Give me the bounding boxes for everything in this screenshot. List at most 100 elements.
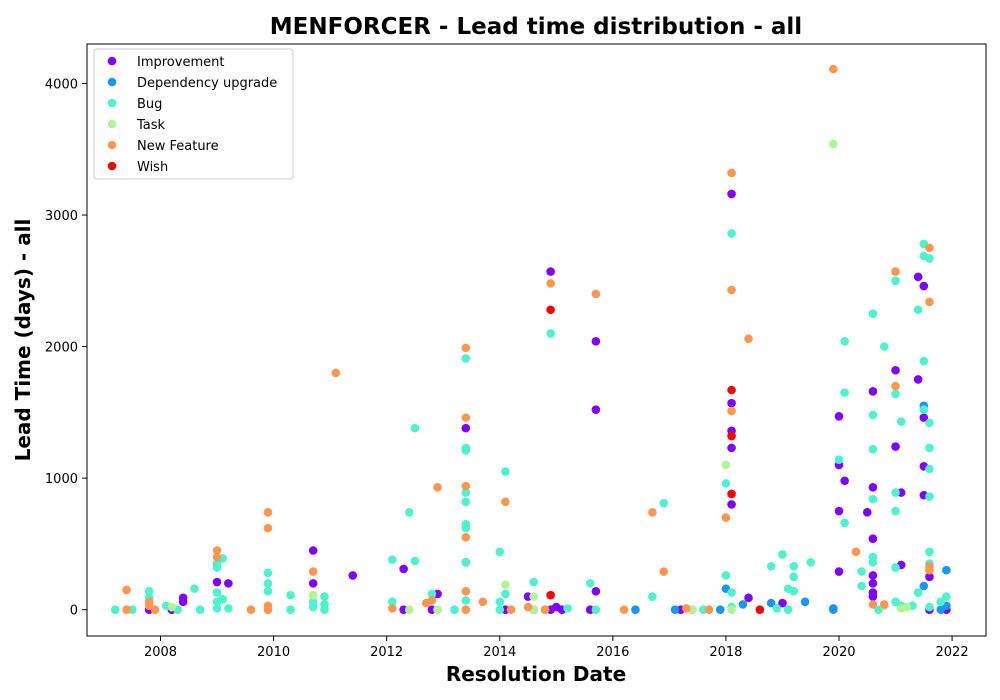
legend: Improvement Dependency upgrade Bug Task New … xyxy=(93,48,294,180)
point-bug xyxy=(879,342,889,351)
point-bug xyxy=(919,356,929,366)
point-improvement xyxy=(919,413,929,422)
point-bug xyxy=(461,354,471,363)
point-wish xyxy=(755,605,765,614)
point-bug xyxy=(840,518,849,528)
point-bug xyxy=(591,605,601,614)
x-axis-title: Resolution Date xyxy=(446,662,626,686)
point-bug xyxy=(410,423,420,433)
point-improvement xyxy=(348,571,358,580)
point-improvement xyxy=(224,579,233,588)
point-bug xyxy=(766,561,776,571)
point-bug xyxy=(868,309,878,318)
point-bug xyxy=(727,588,736,597)
point-improvement xyxy=(744,593,753,603)
point-improvement xyxy=(591,586,601,596)
legend-label-bug: Bug xyxy=(137,97,162,112)
point-task xyxy=(829,139,838,149)
point-improvement xyxy=(834,567,844,576)
point-bug xyxy=(461,446,471,455)
point-bug xyxy=(783,605,793,614)
point-bug xyxy=(925,464,934,474)
point-bug xyxy=(563,604,572,613)
y-tick-label: 0 xyxy=(70,604,78,619)
point-bug xyxy=(461,596,471,605)
point-bug xyxy=(936,597,946,607)
point-bug xyxy=(868,410,878,420)
point-bug xyxy=(857,567,866,576)
legend-marker-dependency-upgrade xyxy=(107,77,117,87)
x-tick-label: 2022 xyxy=(936,645,969,660)
point-improvement xyxy=(925,572,934,582)
x-tick-label: 2014 xyxy=(483,645,516,660)
x-tick-label: 2018 xyxy=(709,645,742,660)
point-bug xyxy=(190,584,199,593)
point-improvement xyxy=(178,593,188,603)
point-bug xyxy=(320,592,329,601)
point-bug xyxy=(286,590,295,600)
point-wish xyxy=(546,305,555,315)
point-wish xyxy=(727,385,736,395)
point-improvement xyxy=(891,442,900,451)
plot-frame xyxy=(86,43,987,637)
point-improvement xyxy=(913,272,923,282)
point-task xyxy=(727,605,736,614)
data-points xyxy=(110,64,951,614)
legend-box xyxy=(93,48,294,180)
x-axis: 2008 2010 2012 2014 2016 2018 2020 2022 xyxy=(144,636,969,660)
point-bug xyxy=(919,405,929,415)
point-task xyxy=(433,605,442,614)
legend-label-wish: Wish xyxy=(137,160,168,175)
point-new-feature xyxy=(461,481,471,491)
point-new-feature xyxy=(925,243,934,253)
point-bug xyxy=(585,579,595,588)
y-tick-label: 1000 xyxy=(45,472,78,487)
x-tick-label: 2012 xyxy=(370,645,403,660)
point-bug xyxy=(840,388,849,397)
point-bug xyxy=(495,597,505,607)
point-task xyxy=(721,460,731,470)
point-bug xyxy=(834,455,844,465)
point-bug xyxy=(806,558,816,567)
point-new-feature xyxy=(461,413,471,422)
point-new-feature xyxy=(727,168,736,178)
x-tick-label: 2016 xyxy=(596,645,629,660)
point-new-feature xyxy=(263,523,273,533)
point-new-feature xyxy=(263,605,273,614)
point-bug xyxy=(410,556,420,566)
point-bug xyxy=(925,418,934,428)
point-improvement xyxy=(546,267,555,276)
point-bug xyxy=(727,229,736,238)
point-bug xyxy=(925,443,934,453)
point-bug xyxy=(925,492,934,501)
point-new-feature xyxy=(891,267,900,276)
point-improvement xyxy=(591,405,601,415)
point-improvement xyxy=(834,506,844,516)
point-bug xyxy=(195,605,205,614)
y-tick-label: 4000 xyxy=(45,77,78,92)
point-new-feature xyxy=(682,604,691,613)
point-bug xyxy=(212,604,222,613)
point-new-feature xyxy=(461,533,471,542)
point-improvement xyxy=(891,365,900,375)
point-bug xyxy=(891,506,900,516)
point-improvement xyxy=(913,375,923,384)
legend-label-task: Task xyxy=(136,118,166,133)
point-improvement xyxy=(868,592,878,601)
point-wish xyxy=(727,431,736,441)
point-bug xyxy=(501,467,510,476)
point-bug xyxy=(778,550,787,559)
point-new-feature xyxy=(721,513,731,522)
point-bug xyxy=(772,604,782,613)
x-tick-label: 2020 xyxy=(822,645,855,660)
point-bug xyxy=(461,488,471,497)
point-bug xyxy=(263,568,273,578)
point-task xyxy=(167,602,177,612)
point-new-feature xyxy=(478,597,488,607)
point-new-feature xyxy=(829,64,838,74)
point-new-feature xyxy=(506,605,516,614)
point-new-feature xyxy=(150,605,160,614)
point-dependency-upgrade xyxy=(800,597,810,607)
point-improvement xyxy=(868,579,878,588)
point-new-feature xyxy=(879,600,889,609)
